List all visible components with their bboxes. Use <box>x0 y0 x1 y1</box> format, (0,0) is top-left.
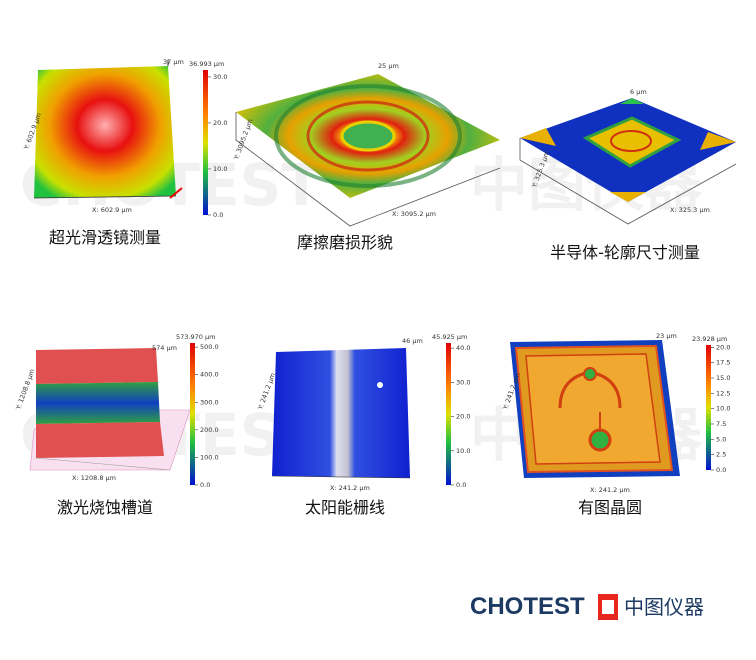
color-bar <box>706 345 711 470</box>
scale-tick-label: 10.0 <box>716 405 730 413</box>
render-shape <box>271 475 411 479</box>
x-axis-label: X: 241.2 µm <box>590 486 630 494</box>
render-shape <box>36 422 164 458</box>
scale-tick-label: 5.0 <box>716 435 726 443</box>
render-shape <box>610 192 646 202</box>
peak-label: 37 µm <box>163 58 184 66</box>
scale-max: 23.928 µm <box>692 335 727 343</box>
scale-tick-label: 500.0 <box>200 343 219 351</box>
logo-mark <box>598 594 618 620</box>
caption: 摩擦磨损形貌 <box>297 233 393 252</box>
x-axis-label: X: 602.9 µm <box>92 206 132 214</box>
semiconductor-render <box>519 98 737 225</box>
caption: 太阳能栅线 <box>305 498 385 517</box>
scale-tick-label: 15.0 <box>716 374 730 382</box>
render-shape <box>272 348 410 478</box>
scale-tick-label: 20.0 <box>456 413 470 421</box>
render-shape <box>588 428 612 452</box>
render-shape <box>520 128 556 146</box>
render-shape <box>620 98 644 104</box>
scale-tick-label: 20.0 <box>716 343 730 351</box>
lens-render <box>33 60 183 199</box>
peak-label: 25 µm <box>378 62 399 70</box>
caption: 半导体-轮廓尺寸测量 <box>550 243 700 262</box>
scale-max: 573.970 µm <box>176 333 215 341</box>
scale-tick-label: 30.0 <box>456 378 470 386</box>
scale-tick-label: 200.0 <box>200 426 219 434</box>
wear-render <box>235 74 501 227</box>
scale-tick-label: 400.0 <box>200 371 219 379</box>
render-shape <box>583 367 597 381</box>
logo-brand: CHOTEST <box>470 593 585 620</box>
logo: CHOTEST 中图仪器 <box>470 593 704 620</box>
logo-name: 中图仪器 <box>624 595 704 619</box>
render-shape <box>34 66 176 198</box>
peak-label: 6 µm <box>630 88 647 96</box>
render-shape <box>36 348 158 384</box>
laser-groove-render <box>29 348 191 471</box>
render-shape <box>582 116 682 168</box>
scale-tick-label: 0.0 <box>200 481 210 489</box>
scale-tick-label: 0.0 <box>213 211 223 219</box>
scale-tick-label: 10.0 <box>213 165 227 173</box>
wafer-render <box>510 340 680 478</box>
solar-render <box>271 348 411 479</box>
render-shape <box>377 382 383 388</box>
scale-max: 36.993 µm <box>189 60 224 68</box>
render-shape <box>235 112 501 227</box>
scale-tick-label: 20.0 <box>213 119 227 127</box>
scale-tick-label: 2.5 <box>716 451 726 459</box>
render-shape <box>610 130 652 152</box>
render-shape <box>340 120 396 152</box>
caption: 超光滑透镜测量 <box>49 228 161 247</box>
scale-tick-label: 0.0 <box>716 466 726 474</box>
peak-label: 23 µm <box>656 332 677 340</box>
render-shape <box>274 84 462 188</box>
scale-tick-label: 10.0 <box>456 447 470 455</box>
peak-label: 574 µm <box>152 344 177 352</box>
x-axis-label: X: 3095.2 µm <box>392 210 436 218</box>
scale-tick-label: 100.0 <box>200 453 219 461</box>
scale-tick-label: 300.0 <box>200 398 219 406</box>
render-shape <box>306 100 430 172</box>
scale-tick-label: 0.0 <box>456 481 466 489</box>
render-shape <box>33 195 177 199</box>
caption: 激光烧蚀槽道 <box>57 498 153 517</box>
scale-tick-label: 7.5 <box>716 420 726 428</box>
peak-label: 46 µm <box>402 337 423 345</box>
x-axis-label: X: 1208.8 µm <box>72 474 116 482</box>
render-shape <box>169 187 183 199</box>
render-shape <box>700 132 736 150</box>
render-shape <box>525 353 661 465</box>
scale-tick-label: 30.0 <box>213 73 227 81</box>
x-axis-label: X: 325.3 µm <box>670 206 710 214</box>
render-shape <box>36 382 160 424</box>
color-bar <box>190 343 195 485</box>
x-axis-label: X: 241.2 µm <box>330 484 370 492</box>
render-shape <box>519 138 737 225</box>
scale-tick-label: 17.5 <box>716 359 730 367</box>
color-bar <box>446 343 451 485</box>
scale-tick-label: 12.5 <box>716 389 730 397</box>
caption: 有图晶圆 <box>578 498 642 517</box>
scale-tick-label: 40.0 <box>456 344 470 352</box>
scale-max: 45.925 µm <box>432 333 467 341</box>
render-shape <box>35 457 171 471</box>
color-bar <box>203 70 208 215</box>
